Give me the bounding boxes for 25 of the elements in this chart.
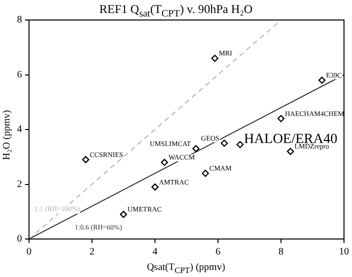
x-tick-label: 6: [216, 246, 220, 258]
x-tick-label: 8: [278, 246, 284, 258]
point: [152, 183, 158, 190]
x-tick-label: 2: [90, 246, 94, 258]
x-tick-label: 10: [339, 246, 349, 258]
x-tick-label: 0: [26, 246, 32, 258]
y-tick-label: 6: [17, 69, 22, 80]
y-tick-label: 2: [17, 178, 22, 190]
point: [192, 145, 200, 152]
x-axis-title: Qsat(T$_{CPT}$) (ppmv): [146, 262, 226, 275]
point: [278, 115, 284, 122]
point: [160, 158, 168, 166]
x-tick-label: 4: [152, 246, 158, 258]
y-axis-title: H₂O (ppmv): [2, 110, 12, 160]
point: [82, 156, 90, 164]
chart-title: REF1 Q$_{sat}$(T$_{CPT}$) v. 90hPa H₂O: [99, 2, 253, 20]
point: [220, 140, 228, 147]
point: [318, 76, 326, 84]
point: [286, 148, 294, 155]
point: [120, 210, 127, 218]
point: [202, 170, 209, 177]
y-tick-label: 8: [17, 14, 22, 26]
y-tick-label: 0: [17, 234, 22, 245]
y-tick-label: 4: [17, 124, 22, 136]
point: [236, 141, 244, 148]
